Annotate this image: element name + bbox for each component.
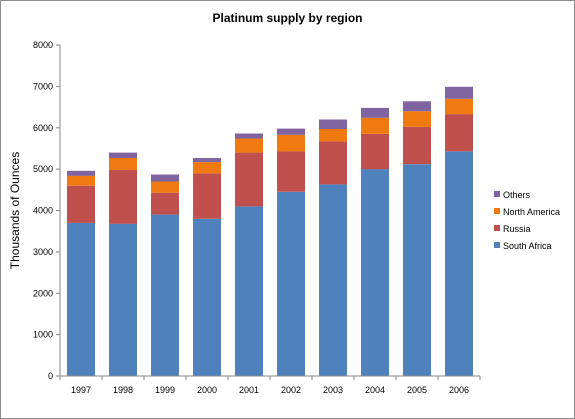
x-tick-label: 2003 xyxy=(323,385,343,395)
bar-south-africa-2003 xyxy=(319,184,347,376)
y-axis-label: Thousands of Ounces xyxy=(8,152,22,269)
bar-russia-2004 xyxy=(361,134,389,170)
x-tick-label: 2006 xyxy=(449,385,469,395)
bar-others-2005 xyxy=(403,101,431,112)
bar-russia-1997 xyxy=(67,185,95,223)
bar-north-america-2000 xyxy=(193,162,221,174)
bar-south-africa-1999 xyxy=(151,214,179,376)
bar-others-2001 xyxy=(235,133,263,139)
x-tick-label: 2004 xyxy=(365,385,385,395)
legend-item-south-africa: South Africa xyxy=(494,241,552,251)
y-tick-label: 1000 xyxy=(33,330,53,340)
y-tick-label: 6000 xyxy=(33,123,53,133)
y-tick-label: 7000 xyxy=(33,81,53,91)
bar-others-2006 xyxy=(445,86,473,99)
bar-russia-2006 xyxy=(445,114,473,152)
bar-north-america-2002 xyxy=(277,134,305,152)
bar-russia-2005 xyxy=(403,126,431,165)
x-tick-label: 2002 xyxy=(281,385,301,395)
bar-others-1997 xyxy=(67,170,95,176)
legend-swatch xyxy=(494,225,500,231)
bar-south-africa-1997 xyxy=(67,222,95,376)
legend-swatch xyxy=(494,242,500,248)
bar-south-africa-2000 xyxy=(193,218,221,376)
bar-russia-2000 xyxy=(193,173,221,219)
y-tick-label: 2000 xyxy=(33,288,53,298)
x-tick-label: 1999 xyxy=(155,385,175,395)
bar-russia-1998 xyxy=(109,170,137,224)
legend-item-russia: Russia xyxy=(494,224,531,234)
bar-north-america-2001 xyxy=(235,138,263,153)
bar-south-africa-2005 xyxy=(403,164,431,376)
bar-south-africa-2001 xyxy=(235,206,263,376)
x-tick-label: 1998 xyxy=(113,385,133,395)
bar-north-america-2003 xyxy=(319,129,347,142)
plot-area xyxy=(67,86,473,376)
bar-russia-2002 xyxy=(277,151,305,192)
bar-others-2002 xyxy=(277,128,305,135)
bar-north-america-1998 xyxy=(109,158,137,170)
bar-russia-2001 xyxy=(235,152,263,207)
bar-others-1998 xyxy=(109,152,137,158)
bar-others-2000 xyxy=(193,158,221,163)
bar-north-america-2005 xyxy=(403,111,431,127)
legend-item-north-america: North America xyxy=(494,207,560,217)
bar-south-africa-2006 xyxy=(445,151,473,376)
bar-south-africa-2004 xyxy=(361,169,389,376)
bar-russia-2003 xyxy=(319,141,347,185)
bar-others-2003 xyxy=(319,119,347,129)
legend: Others North America Russia South Africa xyxy=(494,190,560,251)
legend-swatch xyxy=(494,191,500,197)
y-tick-label: 3000 xyxy=(33,247,53,257)
y-tick-label: 8000 xyxy=(33,40,53,50)
bar-north-america-1997 xyxy=(67,175,95,186)
x-tick-label: 2005 xyxy=(407,385,427,395)
legend-label: South Africa xyxy=(503,241,552,251)
legend-label: Others xyxy=(503,190,531,200)
chart-title: Platinum supply by region xyxy=(212,11,363,25)
y-tick-label: 0 xyxy=(48,371,53,381)
y-tick-label: 4000 xyxy=(33,206,53,216)
legend-item-others: Others xyxy=(494,190,531,200)
x-tick-label: 2000 xyxy=(197,385,217,395)
bar-north-america-2004 xyxy=(361,117,389,134)
bar-north-america-2006 xyxy=(445,98,473,115)
legend-label: North America xyxy=(503,207,560,217)
y-tick-label: 5000 xyxy=(33,164,53,174)
bar-others-2004 xyxy=(361,107,389,118)
bar-north-america-1999 xyxy=(151,181,179,193)
bar-south-africa-1998 xyxy=(109,223,137,376)
bar-south-africa-2002 xyxy=(277,191,305,376)
legend-swatch xyxy=(494,208,500,214)
x-tick-label: 1997 xyxy=(71,385,91,395)
bar-russia-1999 xyxy=(151,192,179,215)
legend-label: Russia xyxy=(503,224,531,234)
bar-others-1999 xyxy=(151,174,179,182)
axes: 1997 1998 1999 2000 2001 2002 2003 2004 2005 2006… xyxy=(8,40,481,395)
x-tick-label: 2001 xyxy=(239,385,259,395)
